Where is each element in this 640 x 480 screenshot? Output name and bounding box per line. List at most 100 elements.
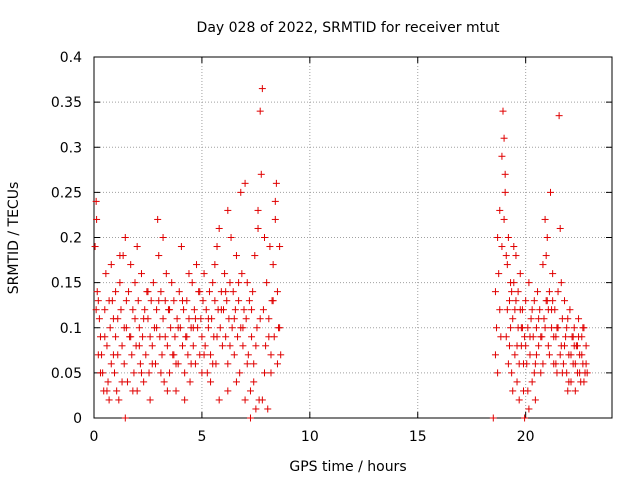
- data-point: [96, 369, 104, 377]
- data-point: [190, 306, 198, 314]
- data-point: [159, 234, 167, 241]
- data-point: [250, 378, 258, 386]
- data-point: [579, 324, 587, 332]
- data-point: [166, 306, 174, 314]
- data-point: [575, 333, 583, 341]
- data-point: [263, 279, 271, 287]
- data-point: [256, 315, 264, 323]
- data-point: [272, 179, 280, 187]
- data-point: [209, 279, 217, 287]
- data-point: [537, 333, 545, 341]
- data-point: [531, 360, 539, 368]
- data-point: [246, 414, 254, 422]
- data-point: [92, 197, 100, 205]
- data-point: [243, 360, 251, 368]
- data-point: [128, 351, 136, 359]
- data-point: [184, 351, 192, 359]
- data-point: [120, 324, 128, 332]
- data-point: [229, 288, 237, 296]
- data-point: [181, 369, 189, 377]
- data-point: [117, 306, 125, 314]
- data-point: [571, 360, 579, 368]
- data-point: [508, 288, 516, 296]
- data-point: [173, 315, 181, 323]
- data-point: [115, 396, 123, 404]
- data-point: [525, 279, 533, 287]
- data-point: [242, 315, 250, 323]
- data-point: [522, 297, 530, 305]
- data-point: [561, 297, 569, 305]
- data-point: [571, 387, 579, 395]
- data-point: [200, 351, 208, 359]
- data-point: [235, 297, 243, 305]
- data-point: [112, 333, 120, 341]
- data-point: [198, 369, 206, 377]
- data-point: [240, 306, 248, 314]
- data-point: [554, 288, 562, 296]
- data-point: [103, 387, 111, 395]
- data-point: [226, 279, 234, 287]
- data-point: [129, 306, 137, 314]
- data-point: [273, 360, 281, 368]
- data-point: [532, 324, 540, 332]
- y-tick-label: 0.1: [60, 321, 82, 337]
- data-point: [155, 297, 163, 305]
- data-point: [241, 396, 249, 404]
- data-point: [155, 252, 163, 260]
- data-point: [570, 324, 578, 332]
- data-point: [239, 324, 247, 332]
- data-point: [175, 288, 183, 296]
- data-point: [120, 360, 128, 368]
- data-point: [193, 261, 201, 269]
- data-point: [224, 206, 232, 214]
- data-point: [502, 252, 510, 260]
- data-point: [267, 351, 275, 359]
- data-point: [172, 360, 180, 368]
- data-point: [491, 351, 499, 359]
- data-point: [92, 306, 100, 314]
- data-point: [196, 288, 204, 296]
- data-point: [191, 315, 199, 323]
- data-point: [157, 288, 165, 296]
- data-point: [269, 297, 277, 305]
- data-point: [145, 369, 153, 377]
- data-point: [140, 315, 148, 323]
- data-point: [535, 342, 543, 350]
- grid-lines: [94, 57, 612, 418]
- data-point: [201, 342, 209, 350]
- data-point: [226, 342, 234, 350]
- data-point: [141, 306, 149, 314]
- data-point: [178, 342, 186, 350]
- data-point: [122, 297, 130, 305]
- data-point: [109, 351, 117, 359]
- data-point: [528, 306, 536, 314]
- data-point: [107, 360, 115, 368]
- data-point: [556, 351, 564, 359]
- data-point: [251, 252, 259, 260]
- data-point: [520, 360, 528, 368]
- data-point: [503, 306, 511, 314]
- data-point: [186, 378, 194, 386]
- data-point: [582, 342, 590, 350]
- data-point: [544, 306, 552, 314]
- data-point: [575, 315, 583, 323]
- data-point: [549, 270, 557, 278]
- x-axis-label: GPS time / hours: [289, 459, 406, 475]
- y-tick-label: 0.35: [51, 95, 82, 111]
- data-point: [171, 333, 179, 341]
- data-point: [252, 405, 260, 413]
- data-point: [267, 369, 275, 377]
- data-point: [254, 206, 262, 214]
- data-point: [205, 288, 213, 296]
- data-point: [232, 378, 240, 386]
- data-point: [258, 396, 266, 404]
- data-point: [549, 297, 557, 305]
- data-point: [166, 369, 174, 377]
- data-point: [565, 378, 573, 386]
- data-point: [105, 396, 113, 404]
- data-point: [153, 306, 161, 314]
- data-point: [530, 369, 538, 377]
- data-point: [265, 315, 273, 323]
- data-point: [489, 414, 497, 422]
- data-point: [256, 107, 264, 115]
